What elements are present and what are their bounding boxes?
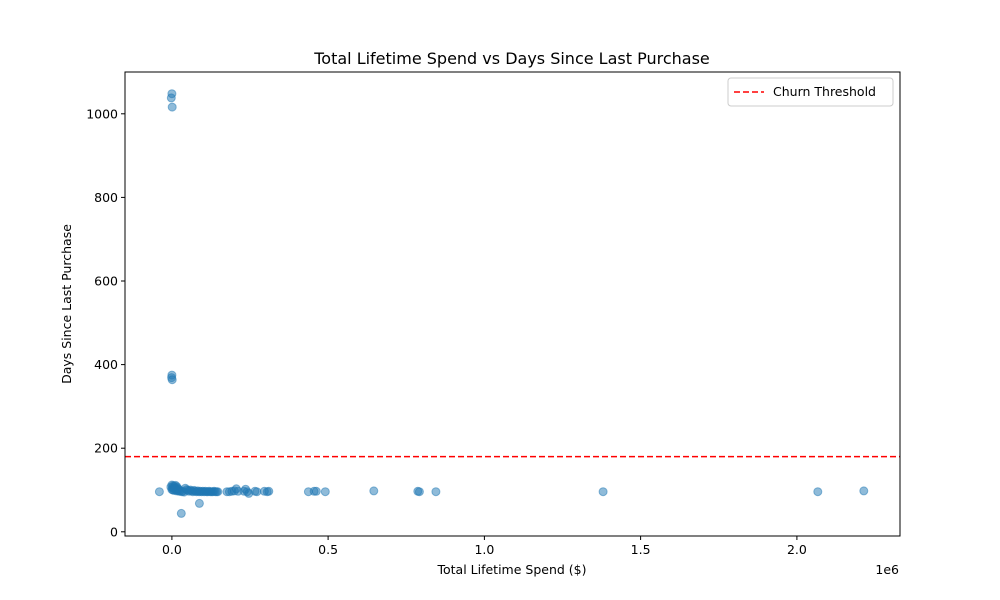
plot-area-frame xyxy=(124,71,901,537)
legend: Churn Threshold xyxy=(727,77,894,107)
scatter-point xyxy=(598,487,608,497)
y-axis-ticks: 0 200 400 600 800 1000 xyxy=(86,106,125,539)
scatter-point xyxy=(414,487,424,497)
y-tick-label: 400 xyxy=(94,357,118,372)
x-axis-ticks: 0.0 0.5 1.0 1.5 2.0 xyxy=(162,536,807,557)
x-tick-label: 0.0 xyxy=(162,542,182,557)
x-axis-offset-label: 1e6 xyxy=(875,562,899,577)
scatter-point xyxy=(194,498,204,508)
scatter-point xyxy=(311,486,321,496)
scatter-point xyxy=(167,375,177,385)
legend-threshold-label: Churn Threshold xyxy=(773,84,876,99)
y-tick-label: 1000 xyxy=(86,106,118,121)
x-tick-label: 1.5 xyxy=(631,542,651,557)
scatter-point xyxy=(166,93,176,103)
legend-box xyxy=(727,77,894,107)
scatter-point xyxy=(369,486,379,496)
y-tick-label: 0 xyxy=(110,524,118,539)
scatter-points xyxy=(154,89,869,518)
scatter-point xyxy=(213,487,223,497)
scatter-point xyxy=(252,487,262,497)
scatter-point xyxy=(431,487,441,497)
y-tick-label: 200 xyxy=(94,441,118,456)
scatter-point xyxy=(154,487,164,497)
x-tick-label: 0.5 xyxy=(318,542,338,557)
scatter-point xyxy=(264,486,274,496)
scatter-point xyxy=(176,508,186,518)
scatter-point xyxy=(813,487,823,497)
x-tick-label: 1.0 xyxy=(474,542,494,557)
y-axis-label: Days Since Last Purchase xyxy=(59,224,74,384)
x-tick-label: 2.0 xyxy=(787,542,807,557)
y-tick-label: 600 xyxy=(94,274,118,289)
x-axis-label: Total Lifetime Spend ($) xyxy=(436,562,586,577)
chart-title: Total Lifetime Spend vs Days Since Last … xyxy=(313,49,710,68)
scatter-point xyxy=(167,102,177,112)
scatter-point xyxy=(320,487,330,497)
y-tick-label: 800 xyxy=(94,190,118,205)
scatter-point xyxy=(859,486,869,496)
